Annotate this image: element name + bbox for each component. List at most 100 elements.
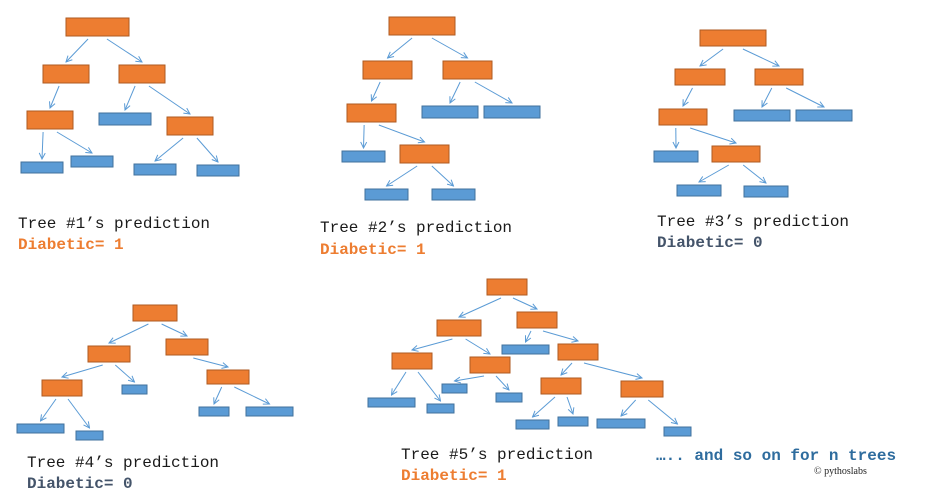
tree-5-diagram (367, 278, 692, 437)
tree-3-prediction: Diabetic= 0 (657, 234, 763, 252)
tree-2-diagram (341, 16, 541, 201)
decision-node (399, 144, 450, 164)
decision-node (26, 110, 74, 130)
decision-node (165, 338, 209, 356)
tree-4-arrow (109, 323, 149, 343)
tree-4-arrow (114, 364, 134, 382)
decision-node (132, 304, 178, 322)
leaf-node (75, 430, 104, 441)
leaf-node (367, 397, 416, 408)
leaf-node (483, 105, 541, 119)
leaf-node (431, 188, 476, 201)
leaf-node (245, 406, 294, 417)
tree-5-caption: Tree #5’s prediction (401, 446, 594, 464)
tree-3-arrow (690, 127, 736, 143)
leaf-node (20, 161, 64, 174)
decision-node (436, 319, 482, 337)
leaf-node (676, 184, 722, 197)
and-so-on-footer: ….. and so on for n trees (656, 447, 897, 465)
leaf-node (495, 392, 523, 403)
decision-node (674, 68, 726, 86)
tree-1-arrow (125, 85, 136, 110)
decision-node (557, 343, 599, 361)
leaf-node (426, 403, 455, 414)
tree-3-arrow (742, 48, 779, 66)
copyright-note: © pythoslabs (814, 466, 867, 477)
leaf-node (653, 150, 699, 163)
decision-node (754, 68, 804, 86)
decision-node (699, 29, 767, 47)
leaf-node (98, 112, 152, 126)
decision-node (42, 64, 90, 84)
tree-1-arrow (66, 38, 89, 62)
tree-3-arrow (742, 164, 766, 183)
tree-3-diagram (653, 29, 853, 198)
leaf-node (515, 419, 550, 430)
tree-2-arrow (372, 81, 381, 101)
tree-5-prediction: Diabetic= 1 (401, 467, 507, 485)
decision-node (391, 352, 433, 370)
decision-node (658, 108, 708, 126)
decision-node (166, 116, 214, 136)
tree-2-arrow (387, 165, 418, 186)
leaf-node (16, 423, 65, 434)
decision-node (362, 60, 413, 80)
tree-1-diagram (20, 17, 240, 177)
tree-1-arrow (42, 131, 43, 159)
tree-5-arrow (495, 375, 509, 390)
tree-3-arrow (699, 164, 730, 182)
tree-5-arrow (412, 338, 453, 350)
decision-node (516, 311, 558, 329)
tree-4-diagram (16, 304, 294, 441)
leaf-node (198, 406, 230, 417)
leaf-node (733, 109, 791, 122)
tree-3-arrow (785, 87, 824, 107)
tree-2-prediction: Diabetic= 1 (320, 241, 426, 259)
tree-2-arrow (474, 81, 512, 103)
tree-5-arrow (392, 371, 407, 395)
tree-1-arrow (56, 131, 92, 153)
decision-node (346, 103, 397, 123)
decision-node (620, 380, 664, 398)
tree-4-arrow (62, 364, 103, 377)
leaf-node (364, 188, 409, 201)
leaf-node (70, 155, 114, 168)
tree-1-arrow (106, 38, 142, 62)
tree-4-arrow (193, 357, 228, 367)
tree-5-arrow (647, 399, 677, 424)
leaf-node (795, 109, 853, 122)
leaf-node (121, 384, 148, 395)
decision-node (711, 145, 761, 163)
leaf-node (421, 105, 479, 119)
tree-2-arrow (364, 124, 365, 148)
tree-2-caption: Tree #2’s prediction (320, 219, 513, 237)
tree-5-arrow (542, 330, 578, 341)
tree-5-arrow (566, 396, 573, 414)
leaf-node (596, 418, 646, 429)
tree-4-arrow (67, 398, 90, 428)
leaf-node (441, 383, 468, 394)
tree-1-arrow (50, 85, 60, 108)
tree-2-arrow (378, 124, 425, 142)
tree-5-arrow (583, 362, 642, 378)
tree-4-arrow (41, 398, 57, 421)
decision-node (486, 278, 528, 296)
tree-5-arrow (533, 396, 556, 417)
tree-5-arrow (526, 330, 532, 342)
tree-5-arrow (417, 371, 441, 401)
tree-4-prediction: Diabetic= 0 (27, 475, 133, 493)
tree-4-arrow (234, 386, 269, 404)
tree-3-arrow (700, 48, 724, 66)
tree-3-arrow (762, 87, 773, 107)
tree-2-arrow (388, 37, 413, 58)
tree-3-caption: Tree #3’s prediction (657, 213, 850, 231)
tree-2-arrow (431, 37, 468, 58)
leaf-node (133, 163, 177, 176)
leaf-node (196, 164, 240, 177)
decision-node (469, 356, 511, 374)
decision-node (87, 345, 131, 363)
tree-4-caption: Tree #4’s prediction (27, 454, 220, 472)
tree-5-arrow (455, 375, 485, 381)
tree-5-arrow (465, 338, 490, 354)
tree-1-caption: Tree #1’s prediction (18, 215, 211, 233)
